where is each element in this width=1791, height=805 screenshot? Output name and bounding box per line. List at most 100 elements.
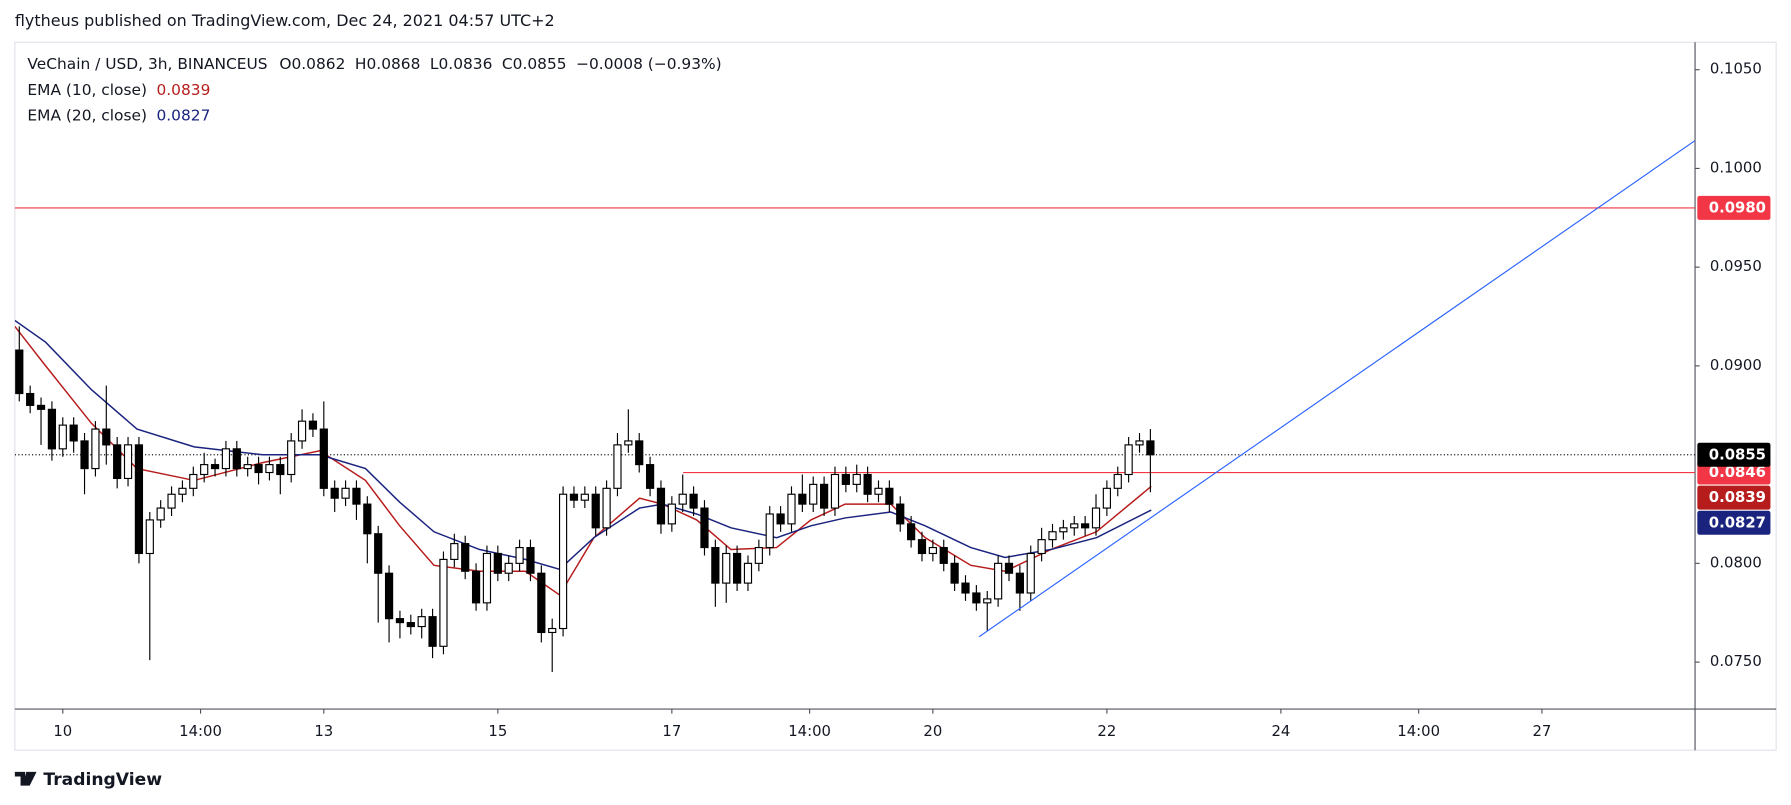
candle-body — [374, 533, 383, 574]
candle-body — [178, 487, 187, 495]
candle-body — [711, 546, 720, 584]
price-tag-label: 0.0839 — [1709, 489, 1766, 506]
trend-line — [978, 140, 1696, 638]
candle-body — [15, 349, 24, 395]
symbol: VeChain / USD, 3h, BINANCEUS — [27, 54, 267, 72]
candle-body — [656, 487, 666, 525]
ohlc-label: O — [279, 54, 291, 72]
candle-body — [863, 473, 872, 495]
candle-body — [80, 440, 89, 470]
candle-body — [189, 473, 198, 489]
candle-body — [907, 523, 916, 541]
candle-body — [819, 483, 829, 509]
ohlc-label: C — [502, 54, 513, 72]
candle-body — [156, 507, 165, 521]
publisher-line: flytheus published on TradingView.com, D… — [15, 11, 555, 30]
candle-body — [624, 440, 633, 446]
candle-body — [917, 539, 927, 555]
candle-body — [972, 592, 981, 604]
symbol-legend: VeChain / USD, 3h, BINANCEUS O0.0862 H0.… — [27, 54, 721, 72]
candle-body — [1146, 440, 1155, 456]
ema-name: EMA (20, close) — [27, 106, 147, 124]
candle-body — [287, 440, 296, 476]
axes: 0.1050 0.1000 0.0950 0.0900 0.0800 0.0750 10 14… — [53, 61, 1771, 740]
x-tick-label: 14:00 — [179, 723, 222, 740]
candle-body — [1081, 523, 1090, 529]
candle-body — [787, 493, 796, 525]
ema-name: EMA (10, close) — [27, 81, 147, 99]
candle-body — [852, 473, 861, 485]
candle-body — [363, 503, 372, 535]
candle-body — [1135, 440, 1144, 446]
plot-area — [14, 140, 1696, 672]
candle-body — [515, 546, 524, 564]
candle-body — [1091, 507, 1101, 529]
candle-body — [722, 552, 731, 584]
candle-body — [36, 404, 46, 410]
ema-line — [14, 325, 1152, 597]
candle-body — [113, 444, 122, 480]
candle-body — [461, 543, 470, 572]
candle-body — [167, 493, 176, 509]
price-tag-label: 0.0827 — [1709, 514, 1766, 531]
candle-body — [635, 440, 644, 466]
candle-body — [798, 493, 807, 505]
candle-body — [961, 582, 970, 594]
candle-body — [1048, 531, 1057, 541]
candle-body — [243, 464, 252, 470]
candle-body — [91, 428, 100, 470]
candle-body — [221, 448, 231, 470]
candle-body — [428, 616, 437, 647]
candle-body — [123, 444, 133, 480]
candle-body — [395, 618, 405, 624]
x-tick-label: 10 — [53, 723, 72, 740]
candle-body — [210, 464, 220, 470]
candle-body — [885, 487, 894, 505]
candle-body — [939, 546, 948, 564]
candle-body — [689, 493, 698, 509]
x-tick-label: 24 — [1271, 723, 1290, 740]
candle-body — [558, 493, 568, 630]
y-tick-label: 0.1050 — [1710, 61, 1762, 78]
candle-body — [983, 598, 992, 604]
candle-body — [1070, 523, 1079, 529]
x-tick-label: 27 — [1532, 723, 1551, 740]
price-tag-label: 0.0980 — [1709, 199, 1766, 216]
candle-body — [69, 424, 78, 442]
candle-body — [26, 392, 35, 406]
x-tick-label: 14:00 — [1397, 723, 1440, 740]
ohlc-value: 0.0868 — [366, 54, 420, 72]
y-tick-label: 0.0800 — [1710, 554, 1762, 571]
ema-legend: EMA (20, close) 0.0827 — [27, 106, 210, 124]
candle-body — [841, 473, 850, 485]
candle-body — [482, 552, 492, 604]
candle-body — [297, 420, 307, 442]
candle-body — [341, 487, 350, 499]
y-tick-label: 0.1000 — [1710, 159, 1762, 176]
candle-body — [896, 503, 905, 525]
candle-body — [102, 428, 111, 446]
candle-body — [743, 562, 753, 584]
candle-body — [1113, 473, 1122, 489]
tradingview-logo: TradingView — [14, 770, 162, 790]
candle-body — [732, 552, 742, 584]
candle-body — [602, 487, 611, 529]
candle-body — [1004, 562, 1014, 574]
ohlc-label: L — [430, 54, 439, 72]
candle-body — [232, 448, 241, 470]
candle-body — [548, 627, 557, 634]
candle-body — [569, 493, 579, 501]
price-tag — [1697, 442, 1771, 467]
x-tick-label: 13 — [314, 723, 333, 740]
candle-body — [1102, 487, 1111, 509]
y-tick-label: 0.0900 — [1710, 357, 1762, 374]
ohlc-value: 0.0836 — [439, 54, 493, 72]
candle-body — [384, 572, 394, 620]
candle-body — [145, 519, 154, 555]
candle-body — [330, 487, 339, 499]
y-tick-label: 0.0950 — [1710, 258, 1762, 275]
candle-body — [950, 562, 959, 584]
candle-body — [580, 493, 589, 501]
ohlc-value: 0.0862 — [291, 54, 345, 72]
